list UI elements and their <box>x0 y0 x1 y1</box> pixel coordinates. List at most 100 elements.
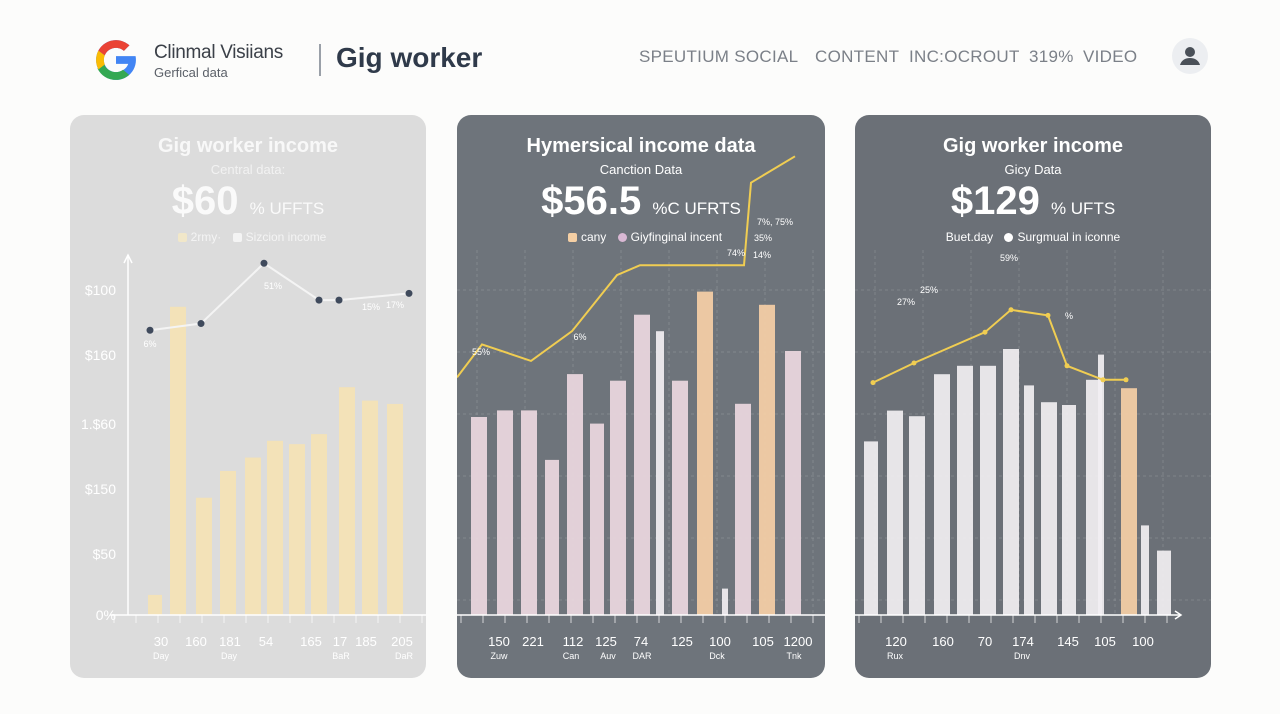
page-title: Gig worker <box>336 42 483 73</box>
x-tick-label: 125 <box>595 634 617 649</box>
x-tick-label: 112 <box>563 634 584 649</box>
y-tick-label: 1.$60 <box>81 416 116 432</box>
line-point <box>1100 377 1106 383</box>
card-subtitle: Gicy Data <box>1004 162 1062 177</box>
series-line <box>457 155 796 379</box>
bar <box>267 440 283 615</box>
x-sub-label: DAR <box>632 651 652 661</box>
bar <box>722 588 728 615</box>
x-sub-label: Zuw <box>490 651 508 661</box>
income-chart-3: 120 160 70 174 145 105 100 Rux Dnv 27% 25% 59%% <box>855 250 1211 661</box>
bar <box>1062 405 1076 615</box>
x-tick-label: 221 <box>522 634 544 649</box>
header-divider <box>319 44 321 76</box>
y-tick-label: $100 <box>85 282 116 298</box>
bar <box>909 416 925 615</box>
legend-label: cany <box>580 230 607 244</box>
bar <box>1003 349 1019 615</box>
bar <box>521 410 537 615</box>
bar <box>545 459 559 615</box>
y-tick-label: $160 <box>85 347 116 363</box>
x-tick-label: 30 <box>154 634 168 649</box>
bar <box>1098 354 1104 615</box>
x-tick-label: 125 <box>671 634 693 649</box>
bar <box>1141 525 1149 615</box>
line-point <box>405 289 413 297</box>
bar <box>471 417 487 615</box>
card-value-number: $60 <box>171 179 239 223</box>
bar <box>289 444 305 615</box>
nav-item-video[interactable]: VIDEO <box>1083 47 1138 66</box>
data-label: 7%, 75% <box>757 217 793 227</box>
avatar[interactable] <box>1172 38 1208 74</box>
income-card-3: 120 160 70 174 145 105 100 Rux Dnv 27% 25% 59%% Gig… <box>855 115 1211 678</box>
bar <box>957 365 973 615</box>
bar <box>697 291 713 615</box>
bar <box>339 387 355 615</box>
card-value-unit: %C UFRTS <box>652 199 741 218</box>
x-tick-label: 145 <box>1057 634 1079 649</box>
y-axis-arrow <box>123 253 133 264</box>
x-axis-arrow <box>1174 610 1183 620</box>
legend-label: Buet.day <box>945 230 994 244</box>
nav-item-speutium-social[interactable]: SPEUTIUM SOCIAL <box>639 47 799 66</box>
x-sub-label: BaR <box>332 651 350 661</box>
line-point <box>335 296 343 304</box>
data-label: 17% <box>386 300 404 310</box>
x-tick-label: 181 <box>219 634 241 649</box>
brand-name: Clinmal Visiians <box>154 42 283 63</box>
google-g-logo-icon[interactable] <box>90 34 142 86</box>
line-point <box>982 329 988 335</box>
card-subtitle: Canction Data <box>599 162 683 177</box>
legend-label: Surgmual in iconne <box>1017 230 1121 244</box>
legend-swatch <box>567 233 577 242</box>
bar <box>1041 402 1057 615</box>
income-card-1: $100 $160 1.$60 $150 $50 0% 30 160 181 54 165 17 185… <box>70 115 426 678</box>
legend-label: Giyfinginal incent <box>630 230 723 244</box>
nav-item-incocrout[interactable]: INC:OCROUT <box>909 47 1020 66</box>
data-label: % <box>1065 311 1073 321</box>
line-point <box>1123 377 1129 383</box>
legend-swatch <box>177 233 187 242</box>
legend-label: 2rmy· <box>190 230 222 244</box>
x-tick-label: 174 <box>1012 634 1034 649</box>
x-sub-label: Tnk <box>786 651 802 661</box>
card-title: Hymersical income data <box>526 135 756 157</box>
bar <box>1157 550 1171 615</box>
bar <box>497 410 513 615</box>
card-title: Gig worker income <box>942 135 1124 157</box>
nav-item-percent[interactable]: 319% <box>1029 47 1074 66</box>
data-label: 51% <box>264 281 282 291</box>
data-label: 6% <box>573 332 586 342</box>
x-tick-label: 105 <box>752 634 774 649</box>
card-subtitle: Central data: <box>210 162 286 177</box>
bar <box>887 410 903 615</box>
data-label: 27% <box>897 297 915 307</box>
bar <box>672 380 688 615</box>
x-sub-label: Day <box>153 651 170 661</box>
bar <box>245 457 261 615</box>
data-label: 74% <box>727 248 745 258</box>
card-value-number: $129 <box>950 179 1040 223</box>
card-value: $129 % UFTS <box>855 179 1211 224</box>
income-chart-2: 150 221 112 125 74 125 100 105 1200 Zuw Can Auv DAR D… <box>457 155 825 661</box>
x-tick-label: 74 <box>634 634 648 649</box>
bar <box>759 304 775 615</box>
chart-legend: 2rmy· Sizcion income <box>70 230 426 244</box>
data-label: 55% <box>472 347 490 357</box>
card-value: $56.5 %C UFRTS <box>457 179 825 224</box>
card-value-number: $56.5 <box>541 179 642 223</box>
bar <box>170 306 186 615</box>
card-value-unit: % UFTS <box>1050 199 1116 218</box>
income-card-2: 150 221 112 125 74 125 100 105 1200 Zuw Can Auv DAR D… <box>457 115 825 678</box>
data-label: 15% <box>362 302 380 312</box>
x-tick-label: 205 <box>391 634 413 649</box>
nav-item-content[interactable]: CONTENT <box>815 47 900 66</box>
x-sub-label: Dnv <box>1014 651 1031 661</box>
user-avatar-icon <box>1180 47 1200 65</box>
data-label: 6% <box>143 339 156 349</box>
x-tick-label: 17 <box>333 634 347 649</box>
bar <box>656 331 664 615</box>
bar <box>311 434 327 615</box>
bar <box>590 423 604 615</box>
